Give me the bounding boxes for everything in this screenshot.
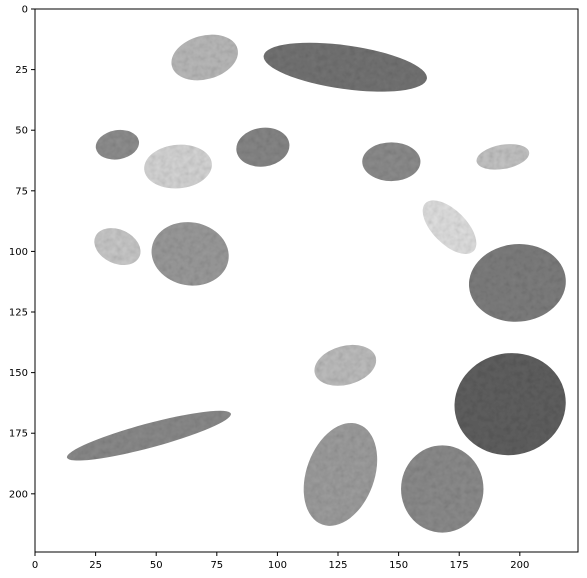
- nucleus-9: [94, 228, 141, 266]
- nucleus-7: [476, 144, 530, 170]
- x-tick-label: 200: [510, 560, 529, 571]
- x-axis: 0 25 50 75 100 125 150 175 200: [32, 552, 529, 571]
- axes-frame: [34, 8, 579, 553]
- nucleus-10: [151, 222, 229, 286]
- x-tick-label: 0: [32, 560, 38, 571]
- x-tick-label: 50: [150, 560, 163, 571]
- y-tick-label: 200: [9, 489, 28, 500]
- nucleus-13: [454, 353, 566, 456]
- x-tick-label: 25: [89, 560, 102, 571]
- nucleus-8: [422, 200, 477, 254]
- nucleus-5: [236, 127, 290, 167]
- nucleus-1: [171, 34, 238, 81]
- y-tick-label: 175: [9, 429, 28, 440]
- y-axis: 0 25 50 75 100 125 150 175 200: [9, 5, 35, 500]
- x-tick-label: 100: [268, 560, 287, 571]
- y-tick-label: 125: [9, 308, 28, 319]
- y-tick-label: 75: [15, 186, 28, 197]
- nuclei-layer: [66, 34, 566, 533]
- y-tick-label: 25: [15, 65, 28, 76]
- nucleus-14: [66, 410, 231, 461]
- nucleus-16: [401, 445, 484, 533]
- nucleus-12: [314, 344, 377, 386]
- x-tick-label: 125: [328, 560, 347, 571]
- y-tick-label: 50: [15, 126, 28, 137]
- y-tick-label: 0: [22, 5, 28, 16]
- x-tick-label: 150: [389, 560, 408, 571]
- nucleus-15: [303, 422, 378, 526]
- x-tick-label: 75: [210, 560, 223, 571]
- nucleus-11: [468, 244, 566, 322]
- x-tick-label: 175: [450, 560, 469, 571]
- nucleus-2: [263, 42, 427, 92]
- nucleus-4: [144, 144, 212, 189]
- nucleus-6: [362, 142, 421, 182]
- y-tick-label: 100: [9, 247, 28, 258]
- nucleus-3: [95, 129, 140, 160]
- y-tick-label: 150: [9, 368, 28, 379]
